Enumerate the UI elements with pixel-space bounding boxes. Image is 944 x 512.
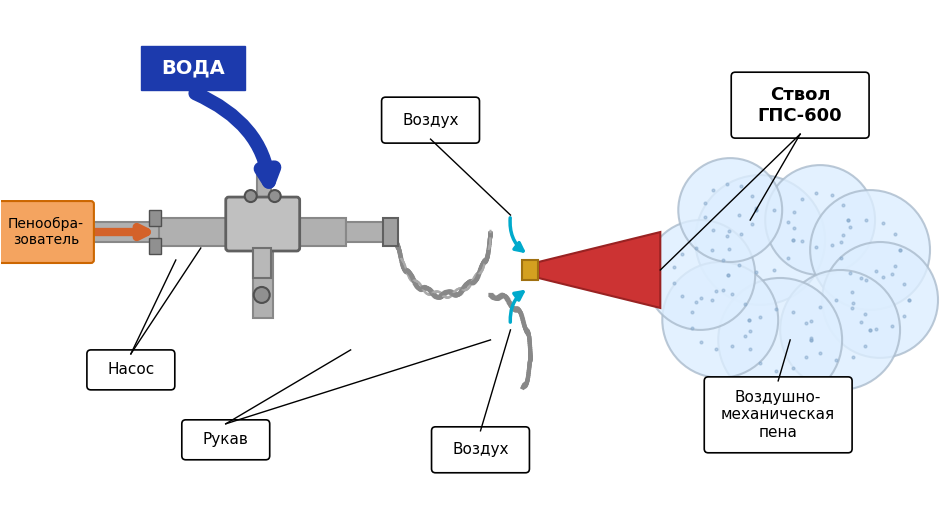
Circle shape: [679, 158, 783, 262]
FancyBboxPatch shape: [382, 218, 397, 246]
FancyBboxPatch shape: [156, 218, 346, 246]
FancyBboxPatch shape: [522, 260, 538, 280]
FancyBboxPatch shape: [253, 248, 271, 278]
FancyArrowPatch shape: [510, 218, 523, 251]
Circle shape: [269, 190, 280, 202]
Circle shape: [244, 190, 257, 202]
FancyArrowPatch shape: [84, 227, 146, 237]
Circle shape: [822, 242, 938, 358]
Text: Воздух: Воздух: [452, 442, 509, 457]
Circle shape: [718, 278, 842, 402]
FancyBboxPatch shape: [182, 420, 270, 460]
FancyArrowPatch shape: [195, 93, 275, 182]
FancyBboxPatch shape: [87, 350, 175, 390]
Text: Воздушно-
механическая
пена: Воздушно- механическая пена: [721, 390, 835, 440]
Text: Воздух: Воздух: [402, 113, 459, 127]
FancyBboxPatch shape: [381, 97, 480, 143]
FancyBboxPatch shape: [704, 377, 852, 453]
FancyArrowPatch shape: [511, 292, 523, 322]
FancyBboxPatch shape: [346, 222, 385, 242]
Text: ВОДА: ВОДА: [160, 59, 225, 78]
FancyBboxPatch shape: [257, 165, 271, 220]
Text: Рукав: Рукав: [203, 432, 248, 447]
Polygon shape: [538, 232, 660, 308]
Circle shape: [663, 262, 778, 378]
Circle shape: [646, 220, 755, 330]
FancyBboxPatch shape: [149, 210, 160, 226]
FancyBboxPatch shape: [253, 248, 273, 318]
FancyBboxPatch shape: [81, 222, 159, 242]
FancyBboxPatch shape: [0, 201, 93, 263]
Circle shape: [696, 175, 825, 305]
Text: Ствол
ГПС-600: Ствол ГПС-600: [758, 86, 842, 124]
Circle shape: [766, 165, 875, 275]
FancyBboxPatch shape: [431, 427, 530, 473]
FancyBboxPatch shape: [149, 238, 160, 254]
FancyBboxPatch shape: [732, 72, 869, 138]
Circle shape: [810, 190, 930, 310]
Circle shape: [254, 287, 270, 303]
FancyBboxPatch shape: [141, 46, 244, 90]
Circle shape: [780, 270, 900, 390]
FancyBboxPatch shape: [226, 197, 299, 251]
Text: Пенообра-
зователь: Пенообра- зователь: [8, 217, 84, 247]
Text: Насос: Насос: [108, 362, 155, 377]
